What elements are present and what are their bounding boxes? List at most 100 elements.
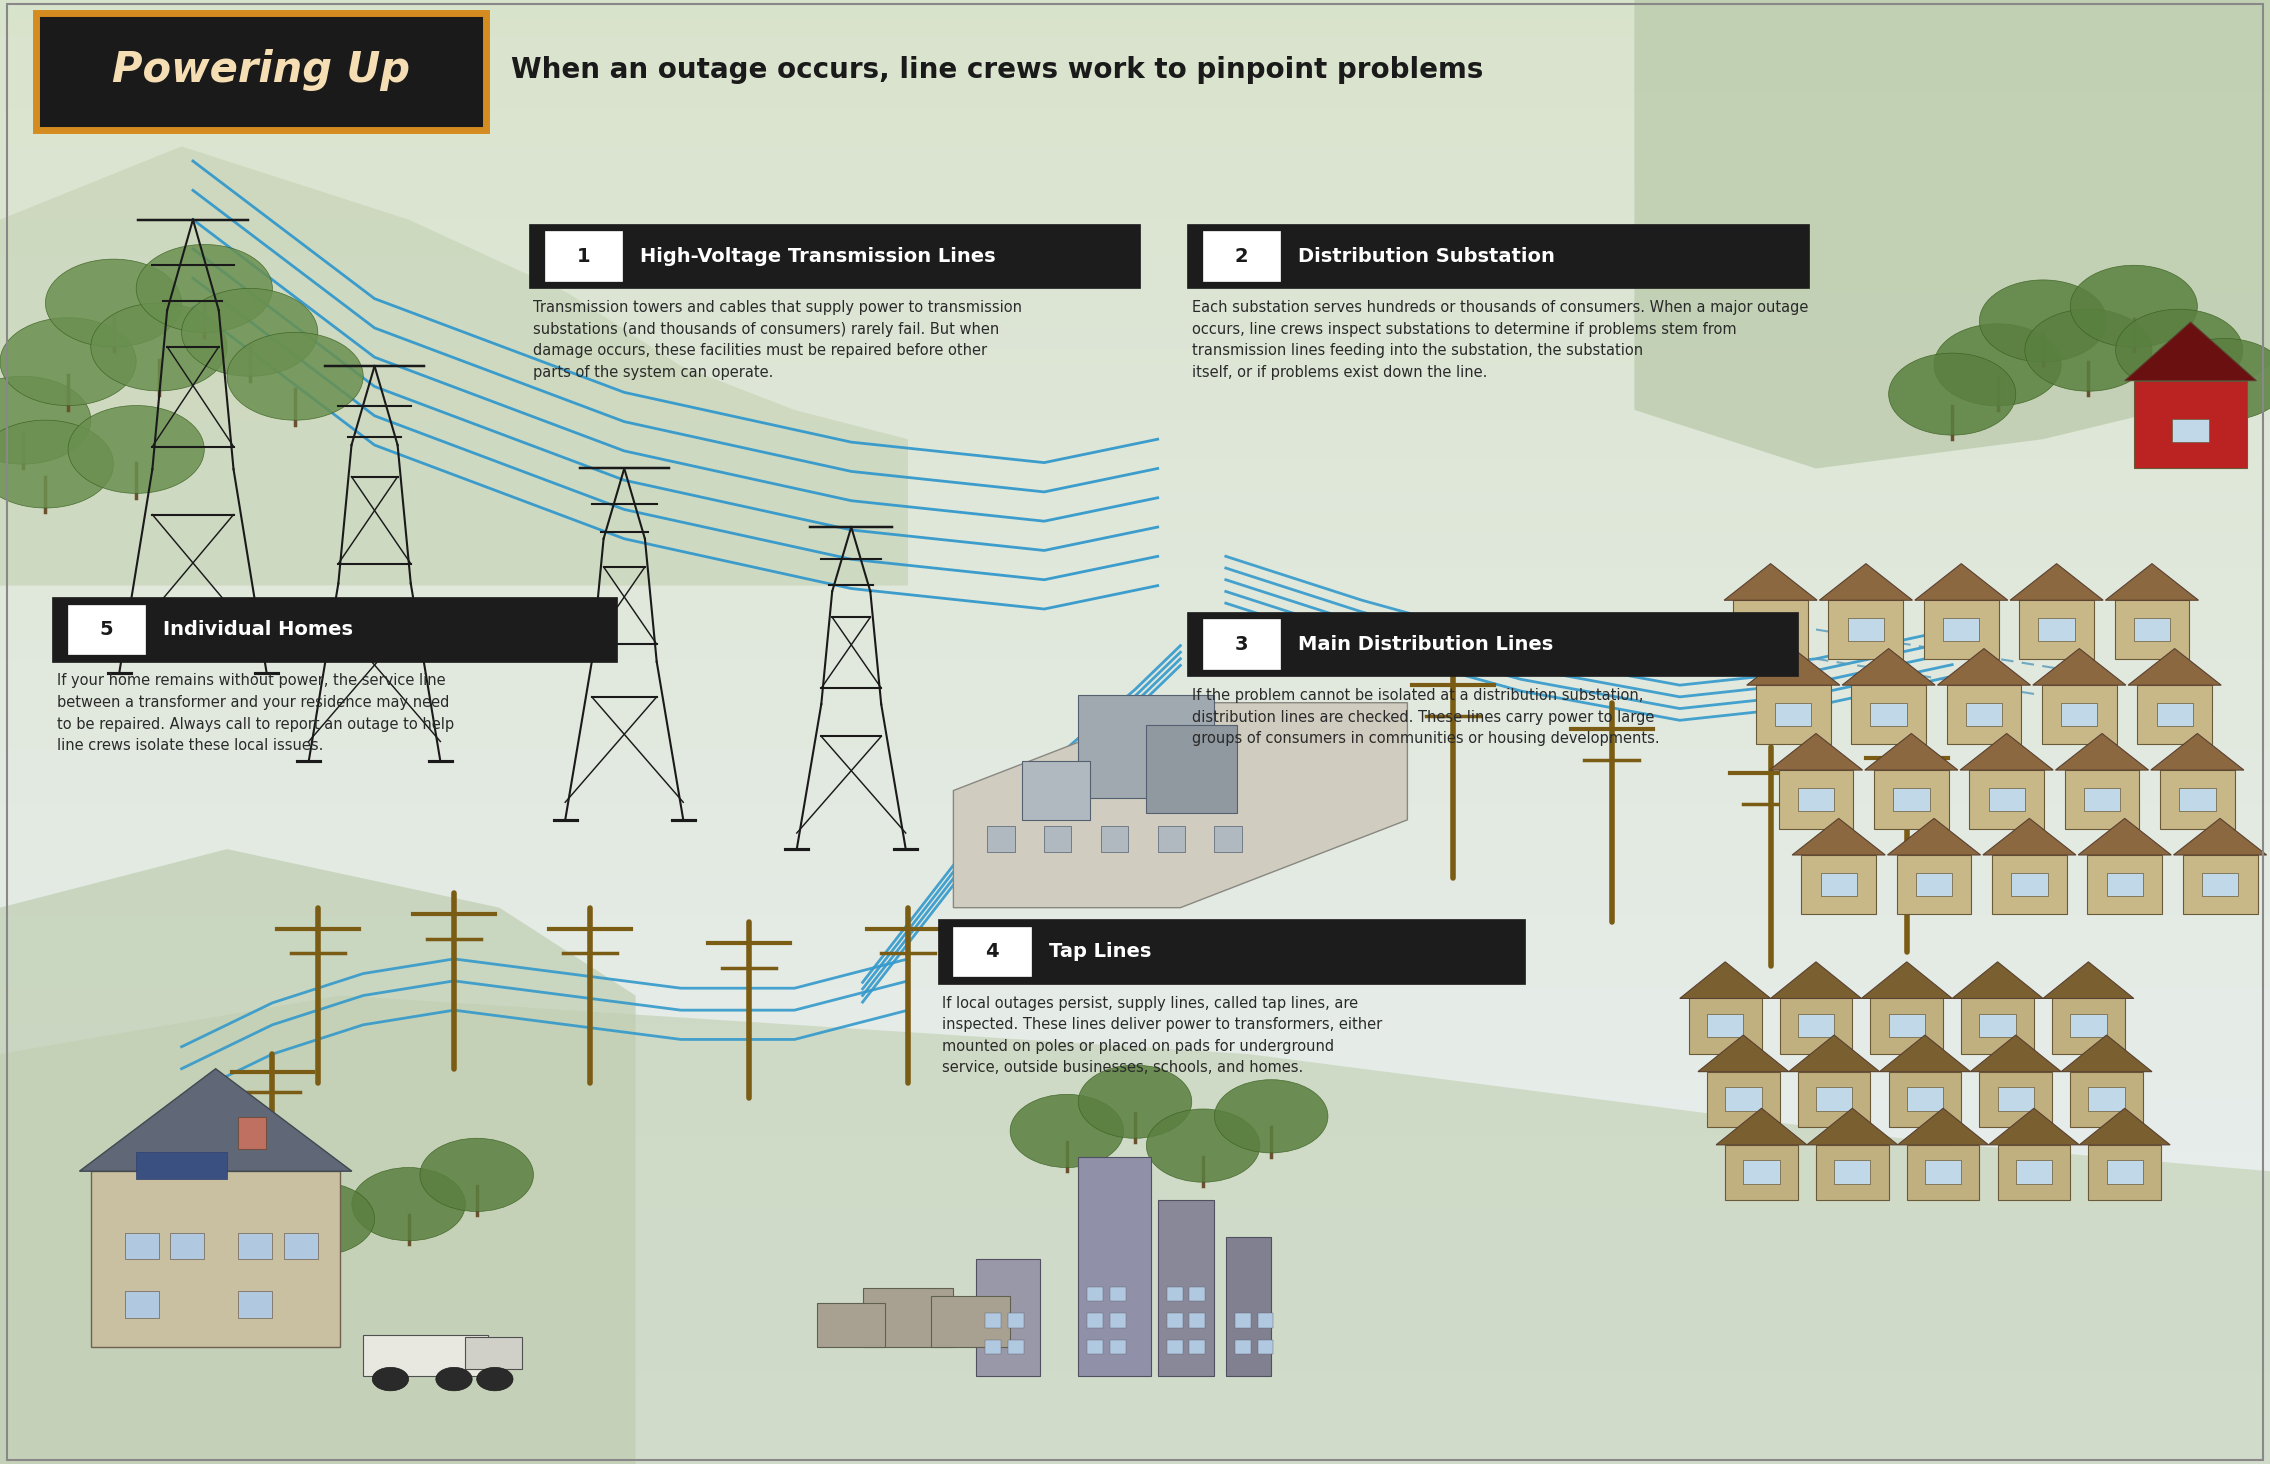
Polygon shape [79, 1069, 352, 1171]
Bar [0, 73, 2270, 91]
Polygon shape [2011, 564, 2104, 600]
Bar [1875, 770, 1950, 829]
Bar [2020, 600, 2095, 659]
Bar [1898, 855, 1973, 914]
Bar [1979, 1072, 2052, 1127]
Bar [987, 826, 1015, 852]
Circle shape [68, 406, 204, 493]
FancyBboxPatch shape [953, 927, 1031, 976]
Bar [1158, 1200, 1214, 1376]
FancyBboxPatch shape [36, 13, 486, 130]
Bar [1110, 1313, 1126, 1328]
Bar [0, 348, 2270, 366]
Bar [1925, 1161, 1961, 1184]
Bar [1734, 600, 1809, 659]
Bar [1821, 873, 1857, 896]
Bar [0, 1007, 2270, 1025]
Bar [1830, 600, 1905, 659]
Bar [238, 1117, 266, 1149]
Polygon shape [1861, 962, 1952, 998]
Bar [0, 805, 2270, 823]
Text: Distribution Substation: Distribution Substation [1298, 247, 1555, 265]
Circle shape [227, 332, 363, 420]
Bar [0, 1373, 2270, 1391]
Bar [0, 568, 2270, 586]
Bar [1998, 1145, 2070, 1200]
Polygon shape [2057, 733, 2147, 770]
Bar [1078, 695, 1214, 798]
Bar [1743, 1161, 1780, 1184]
Bar [0, 859, 2270, 878]
Bar [2066, 770, 2138, 829]
FancyBboxPatch shape [68, 605, 145, 654]
FancyBboxPatch shape [52, 597, 617, 662]
Bar [2061, 703, 2097, 726]
Polygon shape [2125, 322, 2256, 381]
Circle shape [1010, 1095, 1124, 1168]
Bar [1798, 788, 1834, 811]
Bar [0, 275, 2270, 293]
Polygon shape [1698, 1035, 1789, 1072]
Bar [1757, 685, 1832, 744]
Polygon shape [1807, 1108, 1898, 1145]
Bar [0, 56, 2270, 73]
Bar [1189, 1340, 1205, 1354]
Circle shape [420, 1139, 533, 1212]
Bar [1110, 1340, 1126, 1354]
Bar [0, 476, 2270, 495]
Bar [1907, 1145, 1979, 1200]
Bar [0, 310, 2270, 329]
Bar [1802, 855, 1877, 914]
Circle shape [0, 420, 114, 508]
Bar [0, 293, 2270, 312]
Circle shape [352, 1168, 465, 1240]
Text: High-Voltage Transmission Lines: High-Voltage Transmission Lines [640, 247, 997, 265]
Bar [817, 1303, 885, 1347]
Bar [0, 1061, 2270, 1080]
Bar [0, 695, 2270, 714]
Bar [0, 19, 2270, 37]
Bar [0, 1427, 2270, 1446]
Bar [2070, 1015, 2107, 1038]
Circle shape [1146, 1110, 1260, 1183]
Bar [1798, 1015, 1834, 1038]
Circle shape [2025, 309, 2152, 391]
Circle shape [477, 1367, 513, 1391]
Bar [1893, 788, 1929, 811]
Bar [0, 952, 2270, 969]
Bar [2202, 873, 2238, 896]
Bar [0, 1042, 2270, 1061]
Bar [0, 37, 2270, 54]
Bar [1087, 1340, 1103, 1354]
Polygon shape [2079, 1108, 2170, 1145]
Bar [1689, 998, 1762, 1054]
Polygon shape [1725, 564, 1816, 600]
Bar [0, 988, 2270, 1007]
FancyBboxPatch shape [1203, 231, 1280, 281]
Bar [2138, 685, 2213, 744]
Bar [2172, 419, 2209, 442]
Bar [1044, 826, 1071, 852]
Bar [0, 915, 2270, 934]
Bar [0, 385, 2270, 403]
Polygon shape [2152, 733, 2243, 770]
Circle shape [2161, 338, 2270, 420]
Polygon shape [0, 849, 636, 1464]
Circle shape [91, 303, 227, 391]
Bar [0, 659, 2270, 676]
Polygon shape [1989, 1108, 2079, 1145]
Circle shape [261, 1183, 375, 1255]
Bar [2134, 618, 2170, 641]
Polygon shape [1961, 733, 2054, 770]
Bar [0, 1098, 2270, 1116]
Bar [0, 110, 2270, 129]
Bar [985, 1313, 1001, 1328]
Circle shape [1214, 1080, 1328, 1154]
Bar [0, 1318, 2270, 1335]
Polygon shape [1866, 733, 1957, 770]
Polygon shape [2034, 649, 2125, 685]
Bar [2011, 873, 2048, 896]
Bar [1966, 703, 2002, 726]
Polygon shape [1680, 962, 1771, 998]
Circle shape [2070, 265, 2197, 347]
